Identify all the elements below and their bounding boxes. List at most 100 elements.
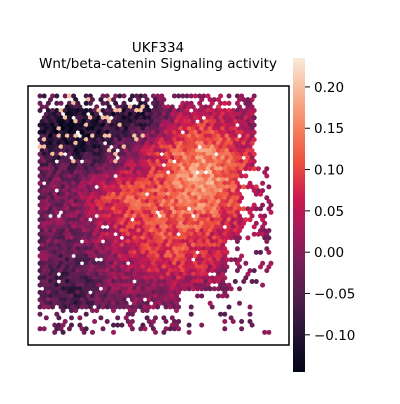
- hexbin-cell: [159, 137, 165, 143]
- hexbin-cell: [87, 144, 93, 150]
- hexbin-cell: [216, 97, 221, 103]
- hexbin-cell: [155, 224, 161, 230]
- hexbin-cell: [121, 231, 127, 237]
- hexbin-cell: [48, 155, 53, 161]
- hexbin-cell: [222, 231, 228, 237]
- hexbin-cell: [188, 195, 194, 201]
- hexbin-cell: [119, 213, 125, 219]
- hexbin-cell: [134, 137, 140, 143]
- hexbin-cell: [136, 126, 142, 132]
- hexbin-cell: [155, 202, 161, 208]
- hexbin-cell: [150, 304, 156, 310]
- hexbin-cell: [201, 195, 207, 201]
- hexbin-cell: [39, 242, 45, 248]
- hexbin-cell: [81, 300, 87, 306]
- hexbin-cell: [182, 155, 188, 161]
- hexbin-cell: [148, 264, 154, 270]
- hexbin-cell: [83, 253, 89, 259]
- hexbin-cell: [153, 293, 158, 299]
- hexbin-cell: [75, 137, 81, 143]
- hexbin-cell: [58, 166, 64, 172]
- hexbin-cell: [192, 137, 198, 143]
- hexbin-cell: [83, 282, 89, 288]
- hexbin-cell: [96, 173, 102, 179]
- hexbin-cell: [41, 224, 47, 230]
- hexbin-cell: [197, 282, 203, 288]
- hexbin-cell: [87, 137, 93, 143]
- hexbin-cell: [266, 249, 272, 255]
- hexbin-cell: [81, 271, 87, 277]
- hexbin-cell: [262, 329, 268, 335]
- hexbin-cell: [226, 195, 232, 201]
- hexbin-cell: [197, 231, 203, 237]
- hexbin-cell: [232, 184, 238, 190]
- hexbin-cell: [83, 195, 89, 201]
- hexbin-cell: [167, 304, 173, 310]
- hexbin-cell: [169, 271, 175, 277]
- hexbin-cell: [190, 155, 196, 161]
- hexbin-cell: [161, 126, 167, 132]
- hexbin-cell: [41, 144, 47, 150]
- hexbin-cell: [69, 300, 74, 306]
- hexbin-cell: [188, 166, 194, 172]
- hexbin-cell: [195, 242, 200, 248]
- hexbin-cell: [188, 304, 194, 310]
- hexbin-cell: [41, 282, 47, 288]
- hexbin-cell: [75, 115, 81, 121]
- hexbin-cell: [62, 115, 68, 121]
- hexbin-cell: [77, 300, 83, 306]
- hexbin-cell: [167, 326, 173, 332]
- hexbin-cell: [201, 137, 207, 143]
- hexbin-cell: [251, 115, 257, 121]
- hexbin-cell: [127, 213, 133, 219]
- hexbin-cell: [174, 300, 179, 306]
- hexbin-cell: [60, 264, 66, 270]
- hexbin-cell: [83, 224, 89, 230]
- hexbin-cell: [216, 293, 221, 299]
- hexbin-cell: [52, 184, 58, 190]
- hexbin-cell: [197, 108, 203, 113]
- hexbin-cell: [54, 173, 60, 179]
- hexbin-cell: [64, 155, 70, 161]
- chart-subtitle: Wnt/beta-catenin Signaling activity: [39, 56, 277, 72]
- hexbin-cell: [249, 279, 255, 284]
- hexbin-cell: [79, 137, 85, 143]
- hexbin-cell: [52, 271, 58, 277]
- hexbin-cell: [218, 115, 224, 121]
- hexbin-cell: [140, 300, 146, 306]
- hexbin-cell: [218, 253, 224, 259]
- hexbin-cell: [134, 173, 140, 179]
- hexbin-cell: [176, 115, 182, 121]
- hexbin-cell: [247, 304, 253, 310]
- hexbin-cell: [102, 271, 108, 277]
- hexbin-cell: [222, 202, 228, 208]
- hexbin-cell: [195, 126, 200, 132]
- hexbin-cell: [52, 242, 58, 248]
- hexbin-cell: [228, 155, 234, 161]
- hexbin-cell: [119, 184, 125, 190]
- hexbin-cell: [41, 173, 47, 179]
- hexbin-cell: [117, 304, 123, 310]
- hexbin-cell: [52, 264, 58, 270]
- hexbin-cell: [60, 155, 66, 161]
- hexbin-cell: [54, 137, 60, 143]
- hexbin-cell: [146, 166, 152, 172]
- hexbin-cell: [184, 253, 190, 259]
- hexbin-cell: [142, 115, 148, 121]
- hexbin-cell: [98, 293, 104, 299]
- hexbin-cell: [195, 293, 200, 299]
- hexbin-cell: [258, 206, 263, 212]
- hexbin-cell: [264, 231, 270, 237]
- hexbin-cell: [60, 308, 66, 314]
- hexbin-cell: [58, 224, 64, 230]
- hexbin-cell: [104, 304, 110, 310]
- hexbin-cell: [176, 173, 182, 179]
- hexbin-cell: [58, 100, 64, 106]
- hexbin-cell: [50, 282, 56, 288]
- hexbin-cell: [159, 144, 165, 150]
- hexbin-cell: [268, 209, 274, 215]
- hexbin-cell: [123, 300, 129, 306]
- hexbin-cell: [216, 184, 221, 190]
- hexbin-cell: [218, 173, 224, 179]
- hexbin-cell: [69, 126, 74, 132]
